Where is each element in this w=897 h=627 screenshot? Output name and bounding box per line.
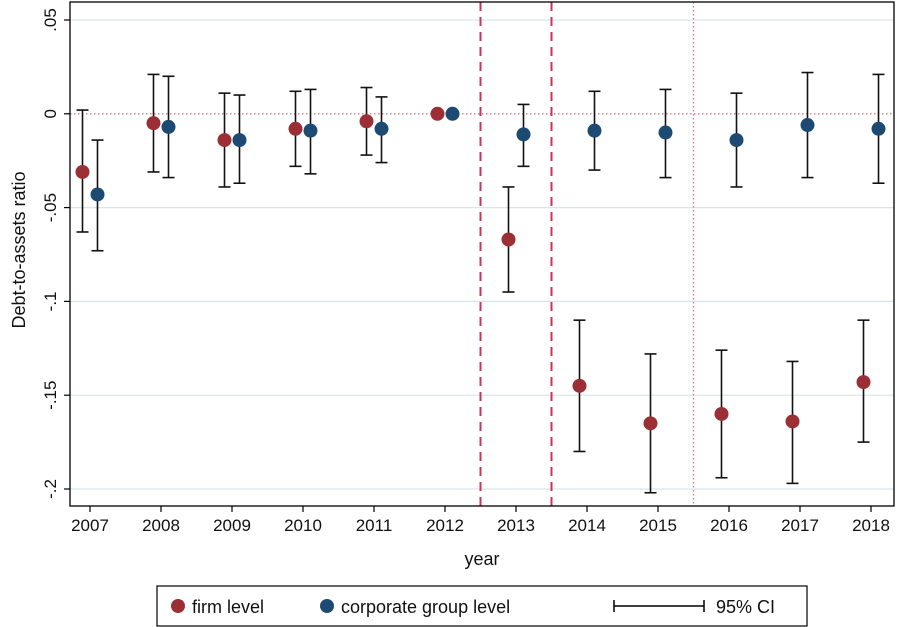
point-firm: [75, 164, 90, 179]
point-firm: [359, 114, 374, 129]
legend-marker-firm: [171, 599, 185, 613]
point-firm: [856, 375, 871, 390]
point-firm: [643, 416, 658, 431]
x-tick-label: 2018: [852, 516, 890, 535]
plot-area: [70, 2, 894, 506]
legend-label-firm: firm level: [192, 597, 264, 617]
point-group: [374, 121, 389, 136]
point-firm: [430, 106, 445, 121]
legend-marker-group: [320, 599, 334, 613]
y-tick-label: -.2: [41, 479, 60, 499]
x-axis-label: year: [464, 549, 499, 569]
point-group: [800, 118, 815, 133]
y-axis: .05 0 -.05 -.1 -.15 -.2: [41, 8, 70, 499]
point-group: [445, 106, 460, 121]
point-group: [658, 125, 673, 140]
point-firm: [714, 406, 729, 421]
x-tick-label: 2017: [781, 516, 819, 535]
point-firm: [785, 414, 800, 429]
point-group: [516, 127, 531, 142]
legend: firm level corporate group level 95% CI: [156, 585, 808, 627]
point-firm: [146, 116, 161, 131]
x-tick-label: 2010: [284, 516, 322, 535]
y-tick-label: -.1: [41, 291, 60, 311]
legend-label-group: corporate group level: [341, 597, 510, 617]
x-tick-label: 2013: [497, 516, 535, 535]
point-group: [871, 121, 886, 136]
x-tick-label: 2012: [426, 516, 464, 535]
x-tick-label: 2008: [142, 516, 180, 535]
point-firm: [501, 232, 516, 247]
x-tick-label: 2007: [71, 516, 109, 535]
point-firm: [288, 121, 303, 136]
point-group: [729, 133, 744, 148]
reference-lines: [70, 2, 894, 506]
plot-frame: [69, 1, 895, 507]
point-group: [232, 133, 247, 148]
x-tick-label: 2009: [213, 516, 251, 535]
y-tick-label: -.15: [41, 381, 60, 410]
x-tick-label: 2016: [710, 516, 748, 535]
point-group: [161, 119, 176, 134]
x-tick-label: 2014: [568, 516, 606, 535]
x-axis: 2007 2008 2009 2010 2011 2012 2013 2014 2015 2016…: [71, 506, 890, 535]
point-firm: [217, 133, 232, 148]
x-tick-label: 2011: [356, 516, 393, 535]
point-group: [303, 123, 318, 138]
y-tick-label: 0: [41, 109, 60, 118]
legend-label-ci: 95% CI: [716, 597, 775, 617]
grid-layer: [70, 19, 894, 490]
x-tick-label: 2015: [639, 516, 677, 535]
point-layer: [75, 106, 886, 431]
legend-ci-symbol: [613, 600, 705, 612]
y-tick-label: -.05: [41, 193, 60, 222]
point-group: [90, 187, 105, 202]
point-group: [587, 123, 602, 138]
y-tick-label: .05: [41, 8, 60, 32]
point-firm: [572, 378, 587, 393]
y-axis-label: Debt-to-assets ratio: [9, 171, 29, 328]
